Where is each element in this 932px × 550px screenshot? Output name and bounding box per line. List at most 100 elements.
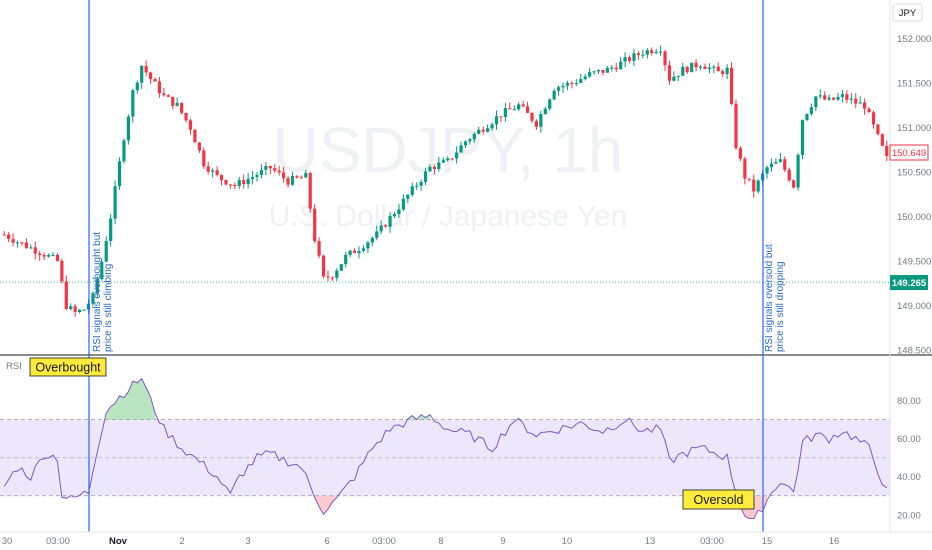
candle: [250, 170, 255, 185]
candle: [490, 122, 494, 132]
candle: [202, 147, 206, 170]
candle: [880, 133, 884, 147]
candle: [831, 97, 836, 101]
candle: [184, 112, 188, 123]
candle: [654, 48, 658, 55]
candle: [344, 251, 348, 268]
candle: [712, 64, 716, 74]
candle: [366, 240, 370, 253]
candle: [255, 171, 259, 182]
candle: [543, 106, 547, 115]
candle: [171, 96, 175, 110]
candle: [361, 244, 366, 253]
candle: [126, 114, 130, 145]
candle: [24, 238, 28, 249]
candle: [352, 248, 357, 254]
candle: [286, 175, 290, 188]
candle: [46, 253, 51, 258]
candle: [676, 75, 680, 82]
candle: [636, 50, 641, 60]
candle: [246, 173, 250, 189]
candle: [690, 62, 694, 73]
candle: [419, 179, 423, 191]
price-tick-label: 148.500: [897, 346, 931, 357]
candle: [104, 236, 108, 263]
candle: [166, 94, 170, 98]
candle: [641, 49, 645, 59]
candle: [579, 73, 583, 84]
candle: [548, 98, 552, 111]
candle: [268, 165, 272, 175]
candle: [681, 62, 685, 76]
time-axis-ticks: 30 03:00 Nov 2 3 6 03:00 8 9 10 13 03:00 15 16: [2, 536, 840, 547]
time-tick-label: 13: [645, 536, 656, 547]
candle: [51, 252, 55, 257]
time-tick-label: 16: [829, 536, 840, 547]
candle: [854, 93, 858, 109]
note-right: RSI signals oversold but price is still …: [764, 244, 786, 352]
candle: [454, 146, 459, 164]
time-tick-label: 2: [179, 536, 184, 547]
candle: [752, 174, 756, 198]
reference-price-value: 149.265: [892, 278, 927, 289]
candle: [743, 156, 747, 185]
candle: [233, 182, 237, 190]
candle: [60, 258, 64, 284]
candle: [446, 156, 450, 162]
candle: [481, 126, 485, 135]
note-left-line2: price is still climbing: [103, 264, 114, 352]
candle: [415, 182, 419, 190]
candle: [623, 52, 627, 68]
candle: [685, 65, 689, 74]
candle: [800, 119, 805, 160]
candle: [11, 233, 15, 247]
candle: [468, 137, 472, 145]
candle: [867, 107, 871, 113]
candle: [876, 123, 880, 136]
candle: [397, 203, 401, 218]
time-tick-label: 15: [762, 536, 773, 547]
candle: [450, 158, 454, 161]
candle: [610, 64, 614, 72]
candle: [747, 178, 751, 182]
candle: [432, 164, 437, 175]
candle: [703, 63, 707, 70]
candle: [774, 158, 778, 164]
reference-price-badge: 149.265: [890, 275, 928, 290]
candle: [20, 241, 24, 246]
candle: [827, 94, 831, 102]
candle: [441, 157, 445, 164]
candle: [237, 176, 241, 189]
time-tick-label: 3: [245, 536, 250, 547]
candle: [823, 91, 827, 101]
candle: [308, 171, 312, 213]
candle: [503, 102, 507, 122]
candle: [605, 66, 609, 73]
candle: [858, 96, 862, 104]
candle: [295, 175, 299, 179]
time-tick-label: 8: [438, 536, 443, 547]
candle: [423, 168, 428, 186]
time-tick-label: 10: [562, 536, 573, 547]
time-tick-label: 9: [500, 536, 505, 547]
candle: [375, 225, 379, 241]
candle: [215, 166, 219, 177]
candle: [765, 165, 769, 179]
candle: [472, 132, 476, 143]
note-left-line1: RSI signals overbought but: [92, 232, 103, 352]
candle: [290, 171, 295, 186]
candle: [153, 77, 157, 82]
candle: [796, 153, 800, 191]
candle: [277, 165, 281, 176]
candle: [29, 244, 33, 250]
candle: [809, 103, 813, 117]
candle: [228, 184, 232, 189]
currency-badge[interactable]: JPY: [892, 3, 923, 22]
candle: [406, 194, 410, 204]
candle: [410, 182, 414, 197]
currency-label: JPY: [899, 8, 917, 19]
candle: [672, 71, 676, 82]
candle: [734, 99, 738, 150]
candle: [69, 303, 73, 311]
